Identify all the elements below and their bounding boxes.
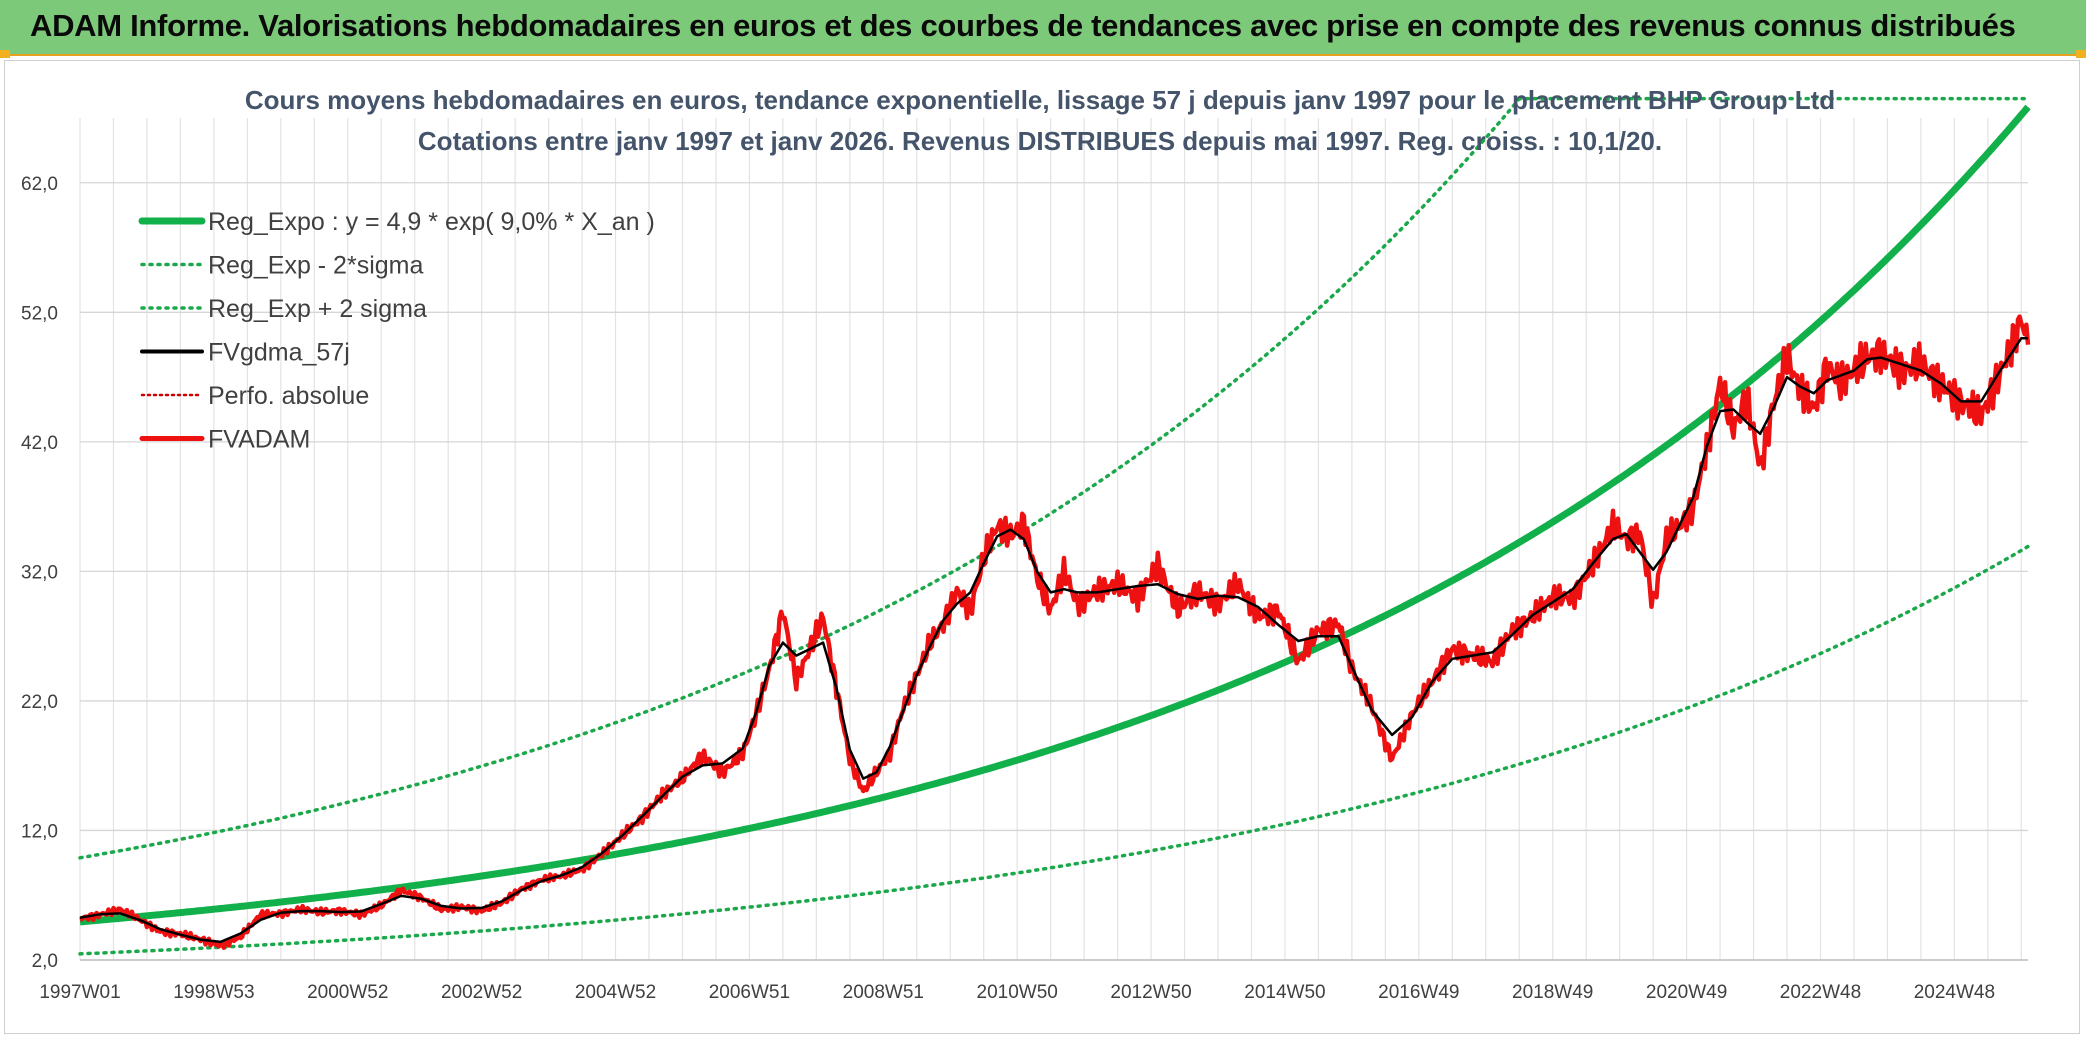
x-tick-label: 2000W52 [307,982,388,1003]
chart-series [78,96,2031,956]
report-title: ADAM Informe. Valorisations hebdomadaire… [30,8,2016,43]
series-upper-band [78,96,2030,860]
chart-grid [79,118,2028,961]
chart-subtitle: Cotations entre janv 1997 et janv 2026. … [418,126,1662,156]
x-tick-label: 2022W48 [1780,982,1861,1003]
x-tick-label: 2004W52 [575,982,656,1003]
x-tick-label: 2010W50 [977,982,1058,1003]
x-tick-label: 2016W49 [1378,982,1459,1003]
legend-label: Reg_Exp + 2 sigma [208,295,427,323]
legend-label: Reg_Expo : y = 4,9 * exp( 9,0% * X_an ) [208,208,655,236]
legend-label: Perfo. absolue [208,382,369,410]
y-tick-label: 12,0 [21,821,58,842]
y-tick-label: 32,0 [21,562,58,583]
x-tick-label: 2002W52 [441,982,522,1003]
x-tick-label: 2006W51 [709,982,790,1003]
series-fvgdma [79,336,2028,944]
report-banner: ADAM Informe. Valorisations hebdomadaire… [0,0,2086,56]
x-tick-label: 2020W49 [1646,982,1727,1003]
x-tick-label: 1997W01 [39,982,120,1003]
y-tick-label: 52,0 [21,303,58,324]
legend-label: Reg_Exp - 2*sigma [208,252,423,280]
banner-corner-right [2076,50,2086,58]
chart-legend: Reg_Expo : y = 4,9 * exp( 9,0% * X_an ) R… [138,208,655,454]
y-tick-label: 42,0 [21,433,58,454]
chart-frame [4,60,2080,1034]
chart-axes: 2,0 12,0 22,0 32,0 42,0 52,0 62,0 1997W01 1998W5… [21,174,2028,1003]
series-lower-band [78,544,2030,956]
y-tick-label: 22,0 [21,692,58,713]
chart-title: Cours moyens hebdomadaires en euros, ten… [245,85,1835,115]
legend-label: FVgdma_57j [208,339,350,367]
x-tick-label: 2024W48 [1914,982,1995,1003]
series-reg-expo [79,104,2031,926]
x-tick-label: 1998W53 [173,982,254,1003]
x-tick-label: 2008W51 [843,982,924,1003]
legend-label: FVADAM [208,426,310,454]
y-tick-label: 2,0 [32,951,58,972]
y-tick-label: 62,0 [21,174,58,195]
x-tick-label: 2012W50 [1110,982,1191,1003]
banner-corner-left [0,50,10,58]
x-tick-label: 2014W50 [1244,982,1325,1003]
x-tick-label: 2018W49 [1512,982,1593,1003]
